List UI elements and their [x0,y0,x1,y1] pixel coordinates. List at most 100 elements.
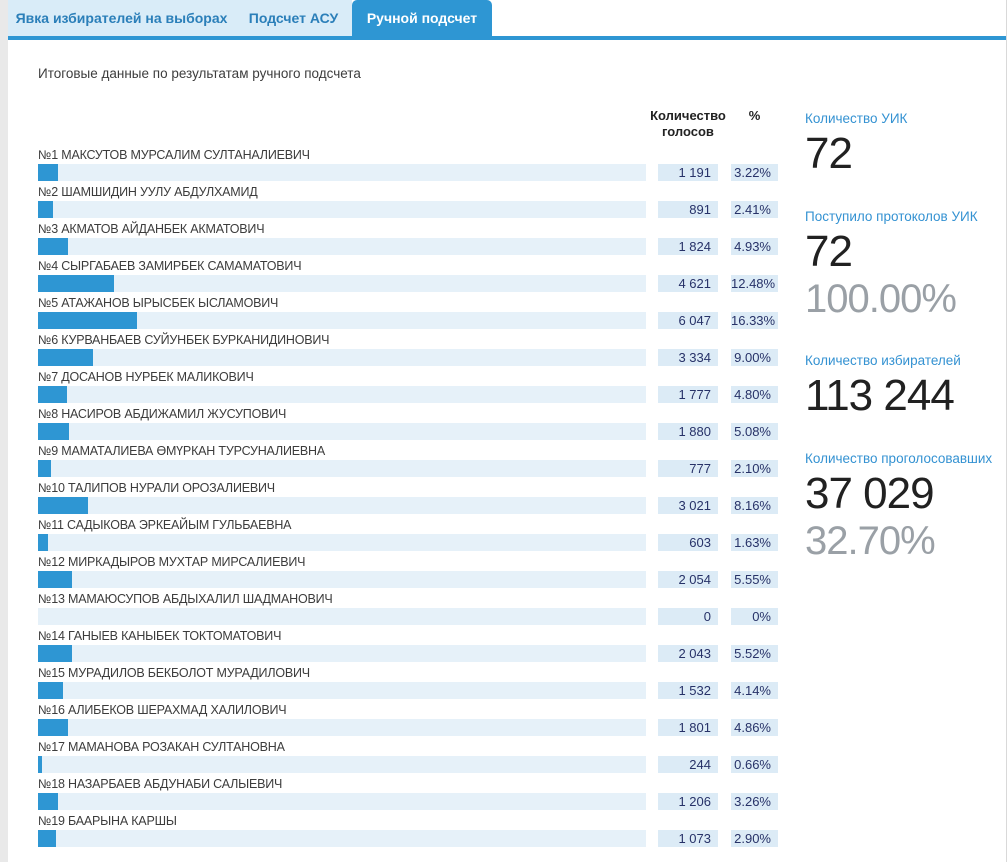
percent-value: 2.90% [731,830,778,847]
tab-label: Подсчет АСУ [248,10,339,26]
votes-value: 244 [658,756,718,773]
summary-block-voted-count: Количество проголосовавших 37 029 32.70% [805,450,992,564]
percent-value: 4.14% [731,682,778,699]
vote-bar-track [38,571,646,588]
percent-value: 5.55% [731,571,778,588]
votes-value: 3 021 [658,497,718,514]
tab-voter-turnout[interactable]: Явка избирателей на выборах [8,0,235,36]
votes-value: 1 777 [658,386,718,403]
tab-label: Явка избирателей на выборах [15,10,228,26]
votes-value: 603 [658,534,718,551]
candidate-row: №16 АЛИБЕКОВ ШЕРАХМАД ХАЛИЛОВИЧ 1 801 4.… [38,701,778,738]
summary-value: 37 029 [805,469,935,518]
vote-bar-fill [38,386,68,403]
vote-bar-track [38,534,646,551]
candidate-name: №16 АЛИБЕКОВ ШЕРАХМАД ХАЛИЛОВИЧ [38,703,287,717]
candidate-name: №7 ДОСАНОВ НУРБЕК МАЛИКОВИЧ [38,370,254,384]
summary-value: 72 [805,129,853,178]
candidate-name: №1 МАКСУТОВ МУРСАЛИМ СУЛТАНАЛИЕВИЧ [38,148,310,162]
percent-value: 8.16% [731,497,778,514]
summary-panel: Количество УИК 72 Поступило протоколов У… [805,108,992,849]
candidate-row: №14 ГАНЫЕВ КАНЫБЕК ТОКТОМАТОВИЧ 2 043 5.… [38,627,778,664]
votes-value: 1 824 [658,238,718,255]
vote-bar-fill [38,571,72,588]
vote-bar-track [38,645,646,662]
summary-sub-percent: 100.00% [805,277,957,321]
summary-label: Количество проголосовавших [805,451,993,466]
tab-asu-count[interactable]: Подсчет АСУ [235,0,352,36]
summary-block-voters-count: Количество избирателей 113 244 [805,352,992,420]
votes-value: 1 880 [658,423,718,440]
summary-label: Количество УИК [805,111,908,126]
summary-sub-percent: 32.70% [805,519,936,563]
summary-value: 113 244 [805,371,955,420]
vote-bar-fill [38,497,88,514]
percent-value: 3.22% [731,164,778,181]
percent-value: 2.10% [731,460,778,477]
candidate-name: №14 ГАНЫЕВ КАНЫБЕК ТОКТОМАТОВИЧ [38,629,282,643]
percent-value: 5.08% [731,423,778,440]
vote-bar-track [38,275,646,292]
percent-value: 9.00% [731,349,778,366]
summary-label: Поступило протоколов УИК [805,209,978,224]
candidate-name: №3 АКМАТОВ АЙДАНБЕК АКМАТОВИЧ [38,222,265,236]
vote-bar-fill [38,164,58,181]
percent-value: 4.80% [731,386,778,403]
percent-value: 4.93% [731,238,778,255]
vote-bar-track [38,756,646,773]
summary-value: 72 [805,227,853,276]
summary-label: Количество избирателей [805,353,961,368]
vote-bar-fill [38,830,56,847]
candidate-row: №19 БААРЫНА КАРШЫ 1 073 2.90% [38,812,778,849]
candidate-row: №11 САДЫКОВА ЭРКЕАЙЫМ ГУЛЬБАЕВНА 603 1.6… [38,516,778,553]
main-layout: Количество голосов % №1 МАКСУТОВ МУРСАЛИ… [38,108,1007,849]
vote-bar-fill [38,645,72,662]
vote-bar-track [38,164,646,181]
vote-bar-fill [38,682,64,699]
tab-manual-count[interactable]: Ручной подсчет [352,0,492,36]
vote-bar-fill [38,201,53,218]
percent-value: 5.52% [731,645,778,662]
vote-bar-fill [38,719,68,736]
candidate-row: №13 МАМАЮСУПОВ АБДЫХАЛИЛ ШАДМАНОВИЧ 0 0% [38,590,778,627]
percent-column-header: % [748,108,761,123]
candidate-row: №7 ДОСАНОВ НУРБЕК МАЛИКОВИЧ 1 777 4.80% [38,368,778,405]
percent-value: 12.48% [731,275,778,292]
votes-value: 1 532 [658,682,718,699]
votes-value: 891 [658,201,718,218]
vote-bar-fill [38,349,93,366]
votes-value: 1 073 [658,830,718,847]
summary-block-uik-count: Количество УИК 72 [805,110,992,178]
vote-bar-track [38,793,646,810]
candidate-row: №15 МУРАДИЛОВ БЕКБОЛОТ МУРАДИЛОВИЧ 1 532… [38,664,778,701]
vote-bar-track [38,460,646,477]
votes-value: 1 206 [658,793,718,810]
candidate-row: №5 АТАЖАНОВ ЫРЫСБЕК ЫСЛАМОВИЧ 6 047 16.3… [38,294,778,331]
tab-label: Ручной подсчет [366,10,478,26]
vote-bar-track [38,386,646,403]
candidate-name: №2 ШАМШИДИН УУЛУ АБДУЛХАМИД [38,185,258,199]
candidate-name: №15 МУРАДИЛОВ БЕКБОЛОТ МУРАДИЛОВИЧ [38,666,310,680]
percent-value: 4.86% [731,719,778,736]
vote-bar-fill [38,460,51,477]
vote-bar-fill [38,312,138,329]
vote-bar-track [38,349,646,366]
candidate-name: №9 МАМАТАЛИЕВА ӨМҮРКАН ТУРСУНАЛИЕВНА [38,444,325,458]
votes-value: 2 054 [658,571,718,588]
candidate-name: №5 АТАЖАНОВ ЫРЫСБЕК ЫСЛАМОВИЧ [38,296,279,310]
vote-bar-fill [38,423,69,440]
candidate-row: №18 НАЗАРБАЕВ АБДУНАБИ САЛЫЕВИЧ 1 206 3.… [38,775,778,812]
vote-bar-track [38,719,646,736]
candidate-row: №4 СЫРГАБАЕВ ЗАМИРБЕК САМАМАТОВИЧ 4 621 … [38,257,778,294]
votes-value: 1 801 [658,719,718,736]
candidate-name: №6 КУРВАНБАЕВ СУЙУНБЕК БУРКАНИДИНОВИЧ [38,333,330,347]
candidate-row: №3 АКМАТОВ АЙДАНБЕК АКМАТОВИЧ 1 824 4.93… [38,220,778,257]
summary-block-uik-protocols-received: Поступило протоколов УИК 72 100.00% [805,208,992,322]
votes-value: 3 334 [658,349,718,366]
candidate-name: №18 НАЗАРБАЕВ АБДУНАБИ САЛЫЕВИЧ [38,777,283,791]
percent-value: 0.66% [731,756,778,773]
vote-bar-track [38,830,646,847]
content-area: Итоговые данные по результатам ручного п… [8,40,1007,862]
percent-value: 1.63% [731,534,778,551]
candidate-name: №4 СЫРГАБАЕВ ЗАМИРБЕК САМАМАТОВИЧ [38,259,302,273]
